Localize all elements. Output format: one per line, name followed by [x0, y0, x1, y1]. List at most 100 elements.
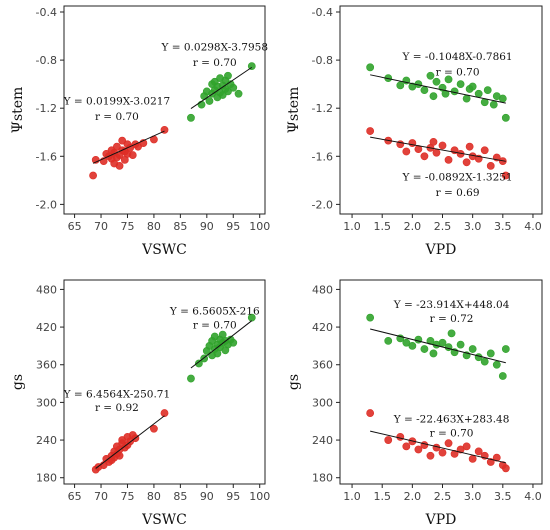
x-tick-label: 3.5 [494, 490, 512, 503]
data-point-red [426, 451, 435, 460]
data-point-green [224, 71, 232, 80]
fit-line-red [370, 136, 506, 162]
equation-annotation: r = 0.92 [95, 402, 139, 414]
data-point-green [468, 345, 477, 353]
equation-annotation: Y = 6.5605X-216 [169, 306, 260, 318]
data-point-green [224, 87, 232, 96]
data-point-red [492, 453, 501, 462]
y-tick-label: -0.8 [312, 54, 333, 67]
y-tick-label: 180 [312, 472, 333, 485]
data-point-green [444, 75, 453, 84]
x-tick-label: 1.5 [373, 220, 391, 233]
data-point-red [501, 171, 510, 180]
equation-annotation: Y = -22.463X+283.48 [393, 413, 510, 425]
x-tick-label: 1.0 [343, 220, 361, 233]
data-point-red [444, 439, 453, 448]
data-point-red [480, 146, 489, 155]
data-point-green [474, 353, 483, 362]
equation-annotation: r = 0.70 [436, 67, 480, 79]
equation-annotation: Y = 6.4564X-250.71 [63, 388, 171, 400]
data-point-green [468, 82, 477, 91]
x-axis-title: VSWC [141, 512, 187, 528]
data-point-green [483, 86, 492, 95]
x-tick-label: 70 [94, 220, 108, 233]
fit-line-red [95, 415, 165, 469]
data-point-green [229, 338, 238, 347]
data-point-green [462, 94, 471, 103]
data-point-green [402, 338, 411, 347]
data-point-red [112, 142, 121, 151]
data-point-red [160, 409, 169, 417]
y-tick-label: -2.0 [36, 198, 57, 211]
y-tick-label: 420 [36, 321, 57, 334]
data-point-green [492, 360, 501, 369]
y-tick-label: -1.6 [36, 150, 57, 163]
y-tick-label: 360 [36, 359, 57, 372]
data-point-red [366, 127, 375, 135]
equation-annotation: Y = 0.0298X-3.7958 [160, 41, 268, 53]
data-point-green [187, 113, 195, 122]
data-point-red [456, 445, 465, 454]
y-tick-label: -1.6 [312, 150, 333, 163]
data-point-red [402, 442, 411, 451]
data-point-red [128, 151, 137, 159]
data-point-green [432, 77, 441, 86]
plot-frame [63, 5, 266, 215]
y-tick-label: -1.2 [312, 102, 333, 115]
x-tick-label: 100 [249, 490, 270, 503]
data-point-red [414, 445, 423, 454]
x-tick-label: 75 [120, 490, 134, 503]
y-tick-label: -0.4 [312, 6, 333, 19]
data-point-green [420, 345, 429, 353]
x-axis-title: VPD [425, 242, 457, 258]
data-point-red [501, 464, 510, 473]
data-point-green [501, 345, 510, 353]
fit-line-red [370, 430, 506, 464]
data-point-green [229, 83, 238, 92]
y-tick-label: -0.8 [36, 54, 57, 67]
data-point-red [474, 447, 483, 456]
x-axis-title: VSWC [141, 242, 187, 258]
y-tick-label: 300 [312, 396, 333, 409]
data-point-green [234, 89, 243, 98]
x-tick-label: 100 [249, 220, 270, 233]
x-tick-label: 90 [200, 220, 214, 233]
data-point-red [420, 152, 429, 161]
fit-line-green [190, 66, 253, 109]
equation-annotation: Y = 0.0199X-3.0217 [63, 96, 171, 108]
data-point-green [414, 335, 423, 344]
data-point-green [205, 97, 214, 105]
y-axis-title: gs [286, 374, 302, 390]
x-tick-label: 2.0 [404, 490, 422, 503]
data-point-red [150, 424, 158, 433]
x-tick-label: 65 [68, 220, 82, 233]
data-point-red [438, 448, 447, 457]
equation-annotation: Y = -23.914X+448.04 [393, 299, 510, 311]
y-axis-title: gs [10, 374, 26, 390]
panel-b: 1.0 1.5 2.0 2.5 3.0 3.5 4.0 -2.0 -1.6 -1.2 -0.8 -0.… [286, 5, 543, 258]
data-point-red [462, 442, 471, 451]
data-point-green [498, 94, 507, 103]
data-point-green [501, 113, 510, 122]
x-tick-label: 95 [226, 490, 240, 503]
x-tick-label: 95 [226, 220, 240, 233]
data-point-red [444, 155, 453, 164]
fit-line-green [370, 74, 506, 104]
data-point-green [420, 86, 429, 95]
data-point-green [429, 349, 438, 358]
data-point-green [456, 80, 465, 89]
data-point-red [468, 454, 477, 463]
data-point-green [474, 89, 483, 98]
panel-c: 65 70 75 80 85 90 95 100 180 240 300 360 420 480 VSWC g… [10, 279, 270, 528]
x-tick-label: 1.5 [373, 490, 391, 503]
equation-annotation: r = 0.70 [193, 57, 237, 69]
data-point-red [366, 409, 375, 417]
y-tick-label: -0.4 [36, 6, 57, 19]
data-point-green [429, 92, 438, 101]
y-tick-label: 240 [36, 434, 57, 447]
data-point-green [247, 62, 256, 71]
panel-a: 65 70 75 80 85 90 95 100 -2.0 -1.6 -1.2 -0.8 -0.4 VSW… [10, 5, 270, 258]
x-tick-label: 80 [147, 490, 161, 503]
data-point-green [498, 372, 507, 380]
